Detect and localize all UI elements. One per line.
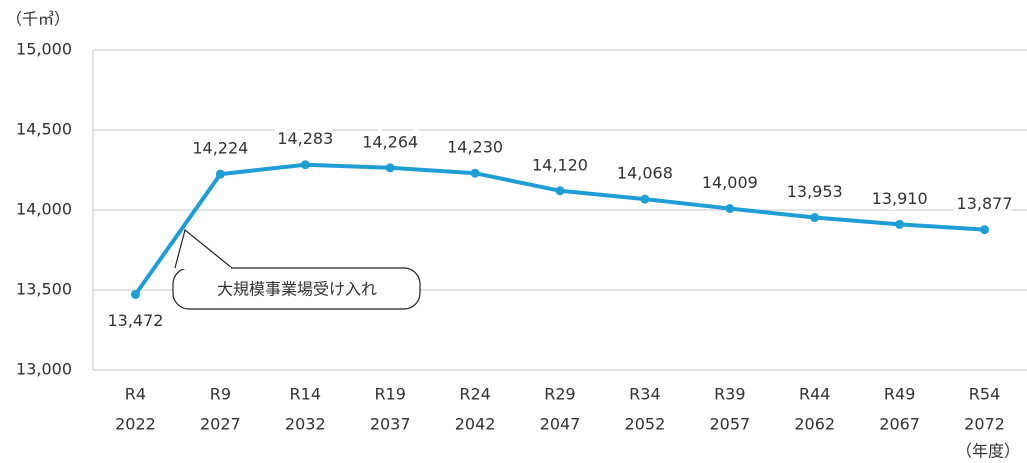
- value-label: 13,472: [107, 311, 163, 330]
- point: [980, 225, 990, 235]
- x-tick-label: R44: [799, 385, 830, 404]
- point: [130, 289, 140, 299]
- value-label: 14,009: [702, 173, 758, 192]
- x-tick-label: R49: [884, 385, 915, 404]
- value-label: 13,877: [957, 194, 1013, 213]
- point: [385, 163, 395, 173]
- x-tick-label: 2067: [879, 415, 920, 434]
- value-label: 13,953: [787, 182, 843, 201]
- x-tick-label: R14: [290, 385, 321, 404]
- x-tick-label: R24: [459, 385, 490, 404]
- x-tick-label: 2037: [370, 415, 411, 434]
- value-label: 14,224: [192, 139, 248, 158]
- x-tick-label: R39: [714, 385, 745, 404]
- point: [470, 168, 480, 178]
- y-unit: （千㎥）: [6, 10, 70, 29]
- marks: 13,472 14,224 14,283 14,264 14,230 14,120 14,0…: [103, 125, 1016, 334]
- point: [300, 160, 310, 170]
- x-tick-label: 2022: [115, 415, 156, 434]
- x-tick-label: R19: [374, 385, 405, 404]
- point: [555, 186, 565, 196]
- point: [810, 213, 820, 223]
- x-unit: （年度）: [956, 442, 1020, 461]
- value-label: 13,910: [872, 189, 928, 208]
- value-label: 14,230: [447, 138, 503, 157]
- annotation: 大規模事業場受け入れ: [217, 280, 377, 299]
- callout-pointer: [174, 228, 233, 269]
- value-label: 14,264: [362, 132, 418, 151]
- y-tick-label: 15,000: [16, 40, 72, 59]
- y-tick-label: 13,000: [16, 360, 72, 379]
- x-tick-label: 2052: [625, 415, 666, 434]
- x-tick-label: R54: [969, 385, 1000, 404]
- value-label: 14,120: [532, 155, 588, 174]
- x-tick-label: R9: [210, 385, 231, 404]
- x-tick-label: 2032: [285, 415, 326, 434]
- callout-box: [172, 267, 421, 310]
- x-tick-label: 2072: [964, 415, 1005, 434]
- y-tick-label: 13,500: [16, 280, 72, 299]
- point: [640, 194, 650, 204]
- x-tick-label: 2047: [540, 415, 581, 434]
- y-tick-label: 14,000: [16, 200, 72, 219]
- y-tick-label: 14,500: [16, 120, 72, 139]
- value-label: 14,283: [277, 129, 333, 148]
- x-tick-label: 2027: [200, 415, 241, 434]
- x-tick-label: 2062: [794, 415, 835, 434]
- x-tick-label: R29: [544, 385, 575, 404]
- x-tick-label: R4: [125, 385, 146, 404]
- x-tick-label: 2057: [709, 415, 750, 434]
- x-tick-label: R34: [629, 385, 660, 404]
- x-tick-label: 2042: [455, 415, 496, 434]
- grid: 13,000 13,500 14,000 14,500 15,000 R4 2022 R9 20…: [16, 40, 1027, 434]
- point: [895, 219, 905, 229]
- value-label: 14,068: [617, 164, 673, 183]
- point: [215, 169, 225, 179]
- point: [725, 204, 735, 214]
